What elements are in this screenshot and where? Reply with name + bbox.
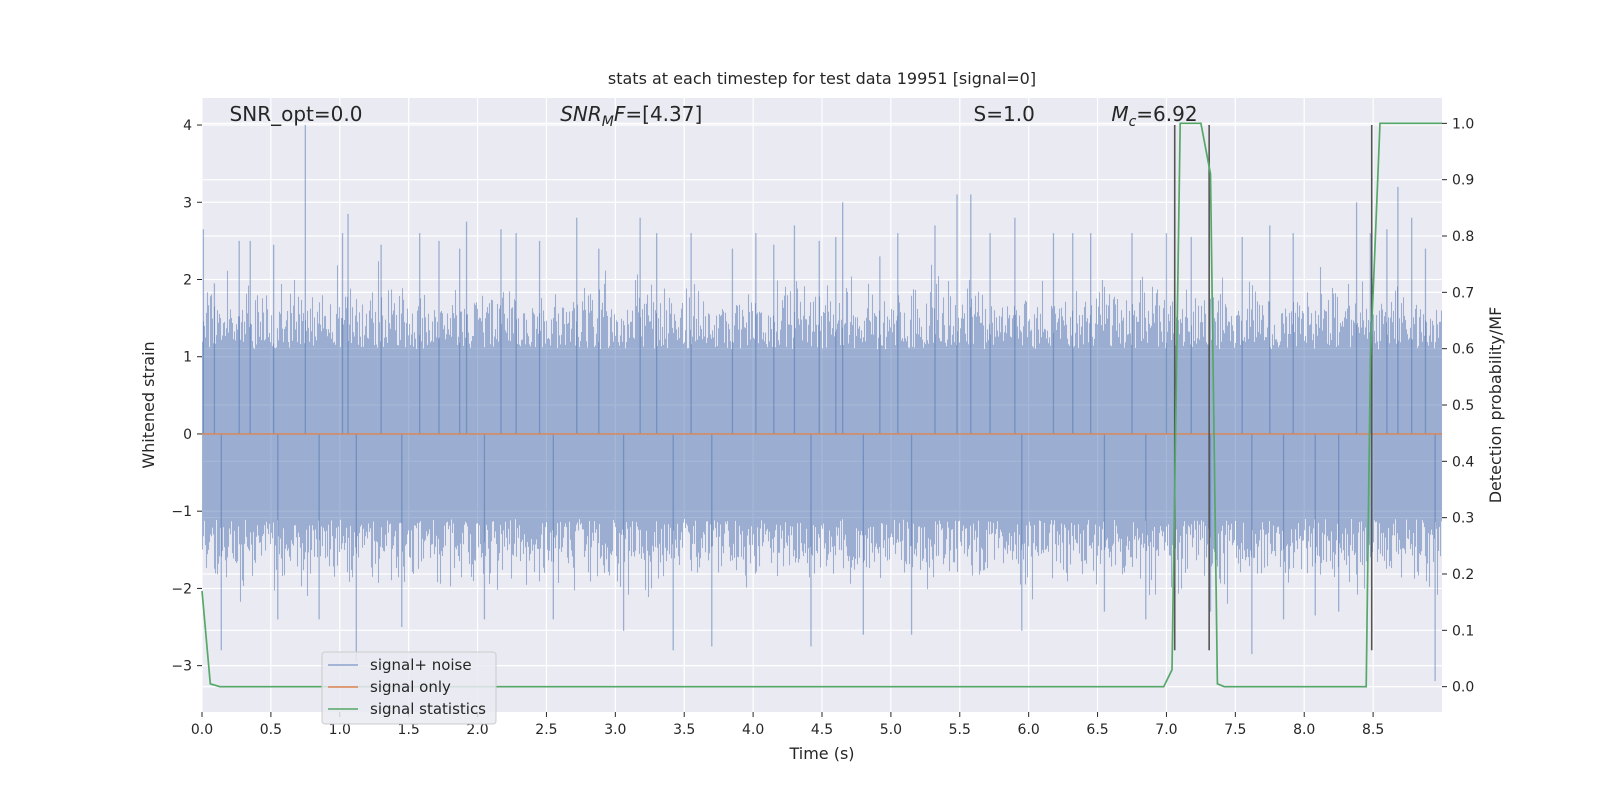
- annotation-text: SNRMF=[4.37]: [560, 102, 702, 130]
- x-tick-label: 4.0: [742, 722, 764, 738]
- annotation-text: S=1.0: [974, 102, 1035, 126]
- y-left-tick-label: 3: [183, 195, 192, 211]
- x-tick-label: 0.0: [191, 722, 213, 738]
- x-tick-label: 7.5: [1224, 722, 1246, 738]
- x-tick-label: 1.5: [398, 722, 420, 738]
- axes: 0.0 0.5 1.0 1.5 2.0 2.5 3.0 3.5 4.0 4.5 5.0 5.5 6.0 6…: [171, 116, 1474, 738]
- y-axis-label-left: Whitened strain: [139, 341, 158, 468]
- x-tick-label: 5.5: [949, 722, 971, 738]
- y-left-tick-label: −1: [171, 504, 192, 520]
- y-left-tick-label: 4: [183, 118, 192, 134]
- legend: signal+ noise signal only signal statistic…: [321, 651, 497, 725]
- chart-title: stats at each timestep for test data 199…: [608, 69, 1036, 88]
- x-tick-label: 0.5: [260, 722, 282, 738]
- legend-box: [321, 651, 497, 725]
- y-right-tick-label: 0.2: [1452, 567, 1474, 583]
- x-tick-label: 4.5: [811, 722, 833, 738]
- y-right-tick-label: 0.4: [1452, 454, 1474, 470]
- y-right-tick-label: 0.5: [1452, 398, 1474, 414]
- x-axis-label: Time (s): [788, 744, 854, 763]
- legend-label: signal only: [370, 678, 451, 696]
- x-tick-label: 6.5: [1086, 722, 1108, 738]
- x-tick-label: 3.0: [604, 722, 626, 738]
- y-axis-label-right: Detection probability/MF: [1486, 307, 1505, 504]
- x-tick-label: 2.5: [535, 722, 557, 738]
- x-tick-label: 3.5: [673, 722, 695, 738]
- x-tick-label: 2.0: [466, 722, 488, 738]
- annotations: SNR_opt=0.0 SNRMF=[4.37] S=1.0 Mc=6.92: [230, 102, 1198, 130]
- y-right-tick-label: 0.1: [1452, 623, 1474, 639]
- y-right-tick-label: 0.7: [1452, 285, 1474, 301]
- y-left-tick-label: 0: [183, 427, 192, 443]
- y-right-tick-label: 0.9: [1452, 173, 1474, 189]
- y-left-tick-label: 1: [183, 350, 192, 366]
- x-tick-label: 5.0: [880, 722, 902, 738]
- x-tick-label: 1.0: [329, 722, 351, 738]
- x-tick-label: 6.0: [1018, 722, 1040, 738]
- signal-statistics-line: [201, 122, 1442, 688]
- vertical-markers: [1173, 125, 1373, 651]
- series-signal-noise: [201, 125, 1443, 682]
- y-right-tick-label: 0.3: [1452, 511, 1474, 527]
- x-tick-label: 8.5: [1362, 722, 1384, 738]
- x-tick-label: 8.0: [1293, 722, 1315, 738]
- x-tick-label: 7.0: [1155, 722, 1177, 738]
- y-right-tick-label: 0.8: [1452, 229, 1474, 245]
- y-left-tick-label: −2: [171, 581, 192, 597]
- y-right-tick-label: 0.0: [1452, 680, 1474, 696]
- y-right-tick-label: 0.6: [1452, 342, 1474, 358]
- series-signal-statistics: [201, 122, 1442, 688]
- annotation-text: Mc=6.92: [1111, 102, 1197, 130]
- legend-label: signal statistics: [370, 700, 486, 718]
- y-left-tick-label: −3: [171, 659, 192, 675]
- y-left-tick-label: 2: [183, 272, 192, 288]
- y-right-tick-label: 1.0: [1452, 116, 1474, 132]
- legend-label: signal+ noise: [370, 656, 472, 674]
- annotation-text: SNR_opt=0.0: [230, 102, 363, 126]
